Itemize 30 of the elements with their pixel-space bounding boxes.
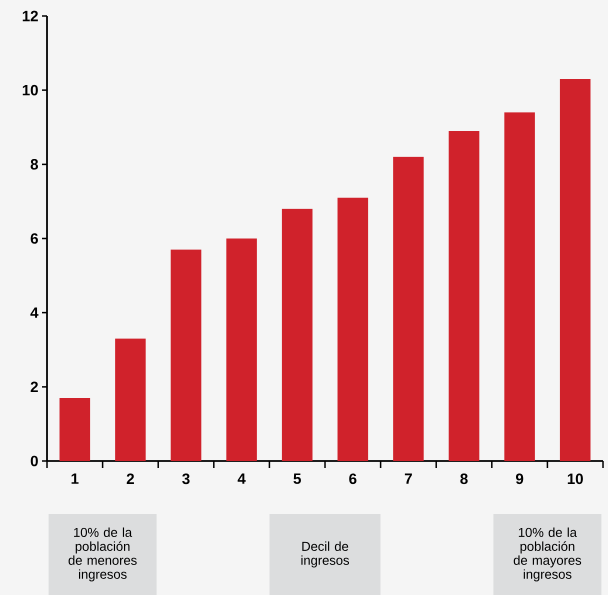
x-tick-label: 8 [460,474,468,484]
y-tick-label: 12 [22,10,38,22]
y-tick-label: 2 [30,382,38,392]
bar [60,398,90,461]
y-tick-label: 8 [30,159,38,170]
bar [393,156,424,461]
bar [448,130,480,461]
y-tick-label: 0 [30,456,38,466]
text: 10% de la población de mayores ingresos [514,527,582,582]
x-tick-label: 3 [182,474,190,484]
y-tick-label: 4 [30,308,38,318]
x-axis-title: Decil de ingresos [301,541,350,568]
x-tick-label: 1 [72,474,79,484]
bar [115,338,146,461]
x-tick-label: 9 [516,474,524,484]
x-tick-label: 10 [568,474,583,484]
y-tick-label: 6 [30,233,38,244]
bar [504,112,535,461]
bar [170,250,202,461]
bar [338,198,368,461]
x-tick-label: 5 [294,474,301,484]
x-tick-label: 6 [349,474,356,484]
x-tick-label: 7 [404,474,412,484]
x-tick-label: 4 [238,474,246,484]
bar [226,238,257,461]
bar [282,208,312,461]
y-tick-label: 10 [22,84,38,96]
bar [560,79,591,461]
text: 10% de la población de menores ingresos [68,527,137,582]
x-tick-label: 2 [126,474,134,484]
